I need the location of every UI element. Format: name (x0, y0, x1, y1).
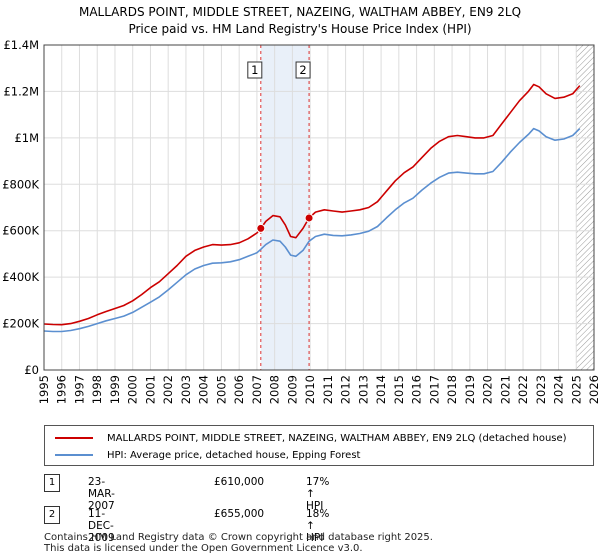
x-tick-label: 2022 (516, 375, 530, 404)
transaction-price: £655,000 (214, 508, 265, 520)
x-tick-label: 2001 (143, 375, 157, 404)
x-tick-label: 2016 (410, 375, 424, 404)
legend-swatch-hpi (55, 454, 93, 456)
y-tick-label: £200K (2, 317, 39, 331)
price-chart: MALLARDS POINT, MIDDLE STREET, NAZEING, … (2, 5, 600, 404)
legend-item-hpi: HPI: Average price, detached house, Eppi… (55, 447, 360, 463)
x-tick-label: 1996 (55, 375, 69, 404)
x-tick-label: 2003 (179, 375, 193, 404)
y-tick-label: £1M (14, 131, 39, 145)
plot-area: £0 £200K £400K £600K £800K £1M £1.2M £1.4M 1995 1… (2, 38, 600, 404)
forecast-hatch (576, 45, 594, 370)
transaction-date: 23-MAR-2007 (88, 476, 115, 512)
y-tick-label: £1.4M (3, 38, 39, 52)
sale-period-band (260, 45, 310, 370)
sale-point (256, 223, 266, 233)
x-tick-label: 2004 (197, 375, 211, 404)
x-tick-label: 2014 (374, 375, 388, 404)
x-tick-label: 2024 (552, 375, 566, 404)
series-line (43, 83, 581, 326)
x-tick-label: 2009 (285, 375, 299, 404)
x-tick-label: 2026 (587, 375, 600, 404)
y-tick-label: £600K (2, 224, 39, 238)
x-tick-label: 1999 (108, 375, 122, 404)
transaction-number-badge: 2 (44, 506, 60, 524)
chart-title: MALLARDS POINT, MIDDLE STREET, NAZEING, … (79, 5, 521, 19)
legend: MALLARDS POINT, MIDDLE STREET, NAZEING, … (44, 425, 594, 466)
transaction-price: £610,000 (214, 476, 265, 488)
x-tick-label: 2017 (427, 375, 441, 404)
x-tick-label: 2020 (481, 375, 495, 404)
y-tick-label: £0 (24, 363, 39, 377)
x-tick-label: 2012 (339, 375, 353, 404)
x-tick-label: 2011 (321, 375, 335, 404)
footer-copyright: Contains HM Land Registry data © Crown c… (44, 532, 433, 543)
x-tick-label: 2021 (498, 375, 512, 404)
plot-background (44, 45, 594, 370)
transaction-hpi-change: 18% ↑ HPI (306, 508, 330, 544)
y-tick-label: £400K (2, 270, 39, 284)
legend-label-hpi: HPI: Average price, detached house, Eppi… (107, 449, 361, 461)
x-tick-label: 2019 (463, 375, 477, 404)
x-tick-label: 2002 (161, 375, 175, 404)
chart-subtitle: Price paid vs. HM Land Registry's House … (128, 22, 471, 36)
x-tick-label: 2015 (392, 375, 406, 404)
sale-point (304, 213, 314, 223)
plot-border (43, 44, 595, 371)
x-tick-label: 2023 (534, 375, 548, 404)
x-tick-label: 2008 (268, 375, 282, 404)
x-tick-label: 2013 (356, 375, 370, 404)
legend-label-property: MALLARDS POINT, MIDDLE STREET, NAZEING, … (107, 432, 567, 444)
footer-licence: This data is licensed under the Open Gov… (44, 543, 363, 554)
x-tick-label: 2007 (250, 375, 264, 404)
transaction-number-badge: 1 (44, 474, 60, 492)
x-tick-label: 1998 (90, 375, 104, 404)
x-tick-label: 2005 (214, 375, 228, 404)
transaction-date: 11-DEC-2009 (88, 508, 115, 544)
x-tick-label: 2000 (126, 375, 140, 404)
legend-item-property: MALLARDS POINT, MIDDLE STREET, NAZEING, … (55, 430, 567, 446)
legend-swatch-property (55, 437, 93, 439)
transaction-hpi-change: 17% ↑ HPI (306, 476, 330, 512)
x-tick-label: 2006 (232, 375, 246, 404)
x-tick-label: 2010 (303, 375, 317, 404)
annotation-badge (295, 61, 311, 79)
annotation-badge (247, 61, 263, 79)
series-line (43, 127, 581, 333)
x-tick-label: 2025 (569, 375, 583, 404)
x-tick-label: 2018 (445, 375, 459, 404)
x-tick-label: 1995 (37, 375, 51, 404)
y-tick-label: £1.2M (3, 84, 39, 98)
annotation-badge-label: 1 (251, 63, 258, 77)
x-tick-label: 1997 (72, 375, 86, 404)
annotation-badge-label: 2 (299, 63, 306, 77)
y-tick-label: £800K (2, 177, 39, 191)
